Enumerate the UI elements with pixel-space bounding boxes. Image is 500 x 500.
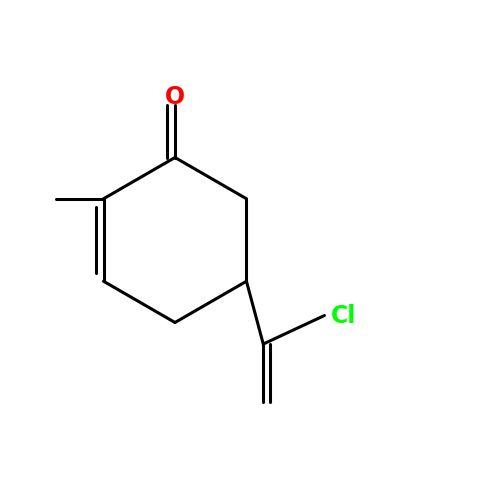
Text: Cl: Cl	[331, 304, 356, 328]
Text: O: O	[165, 85, 185, 109]
